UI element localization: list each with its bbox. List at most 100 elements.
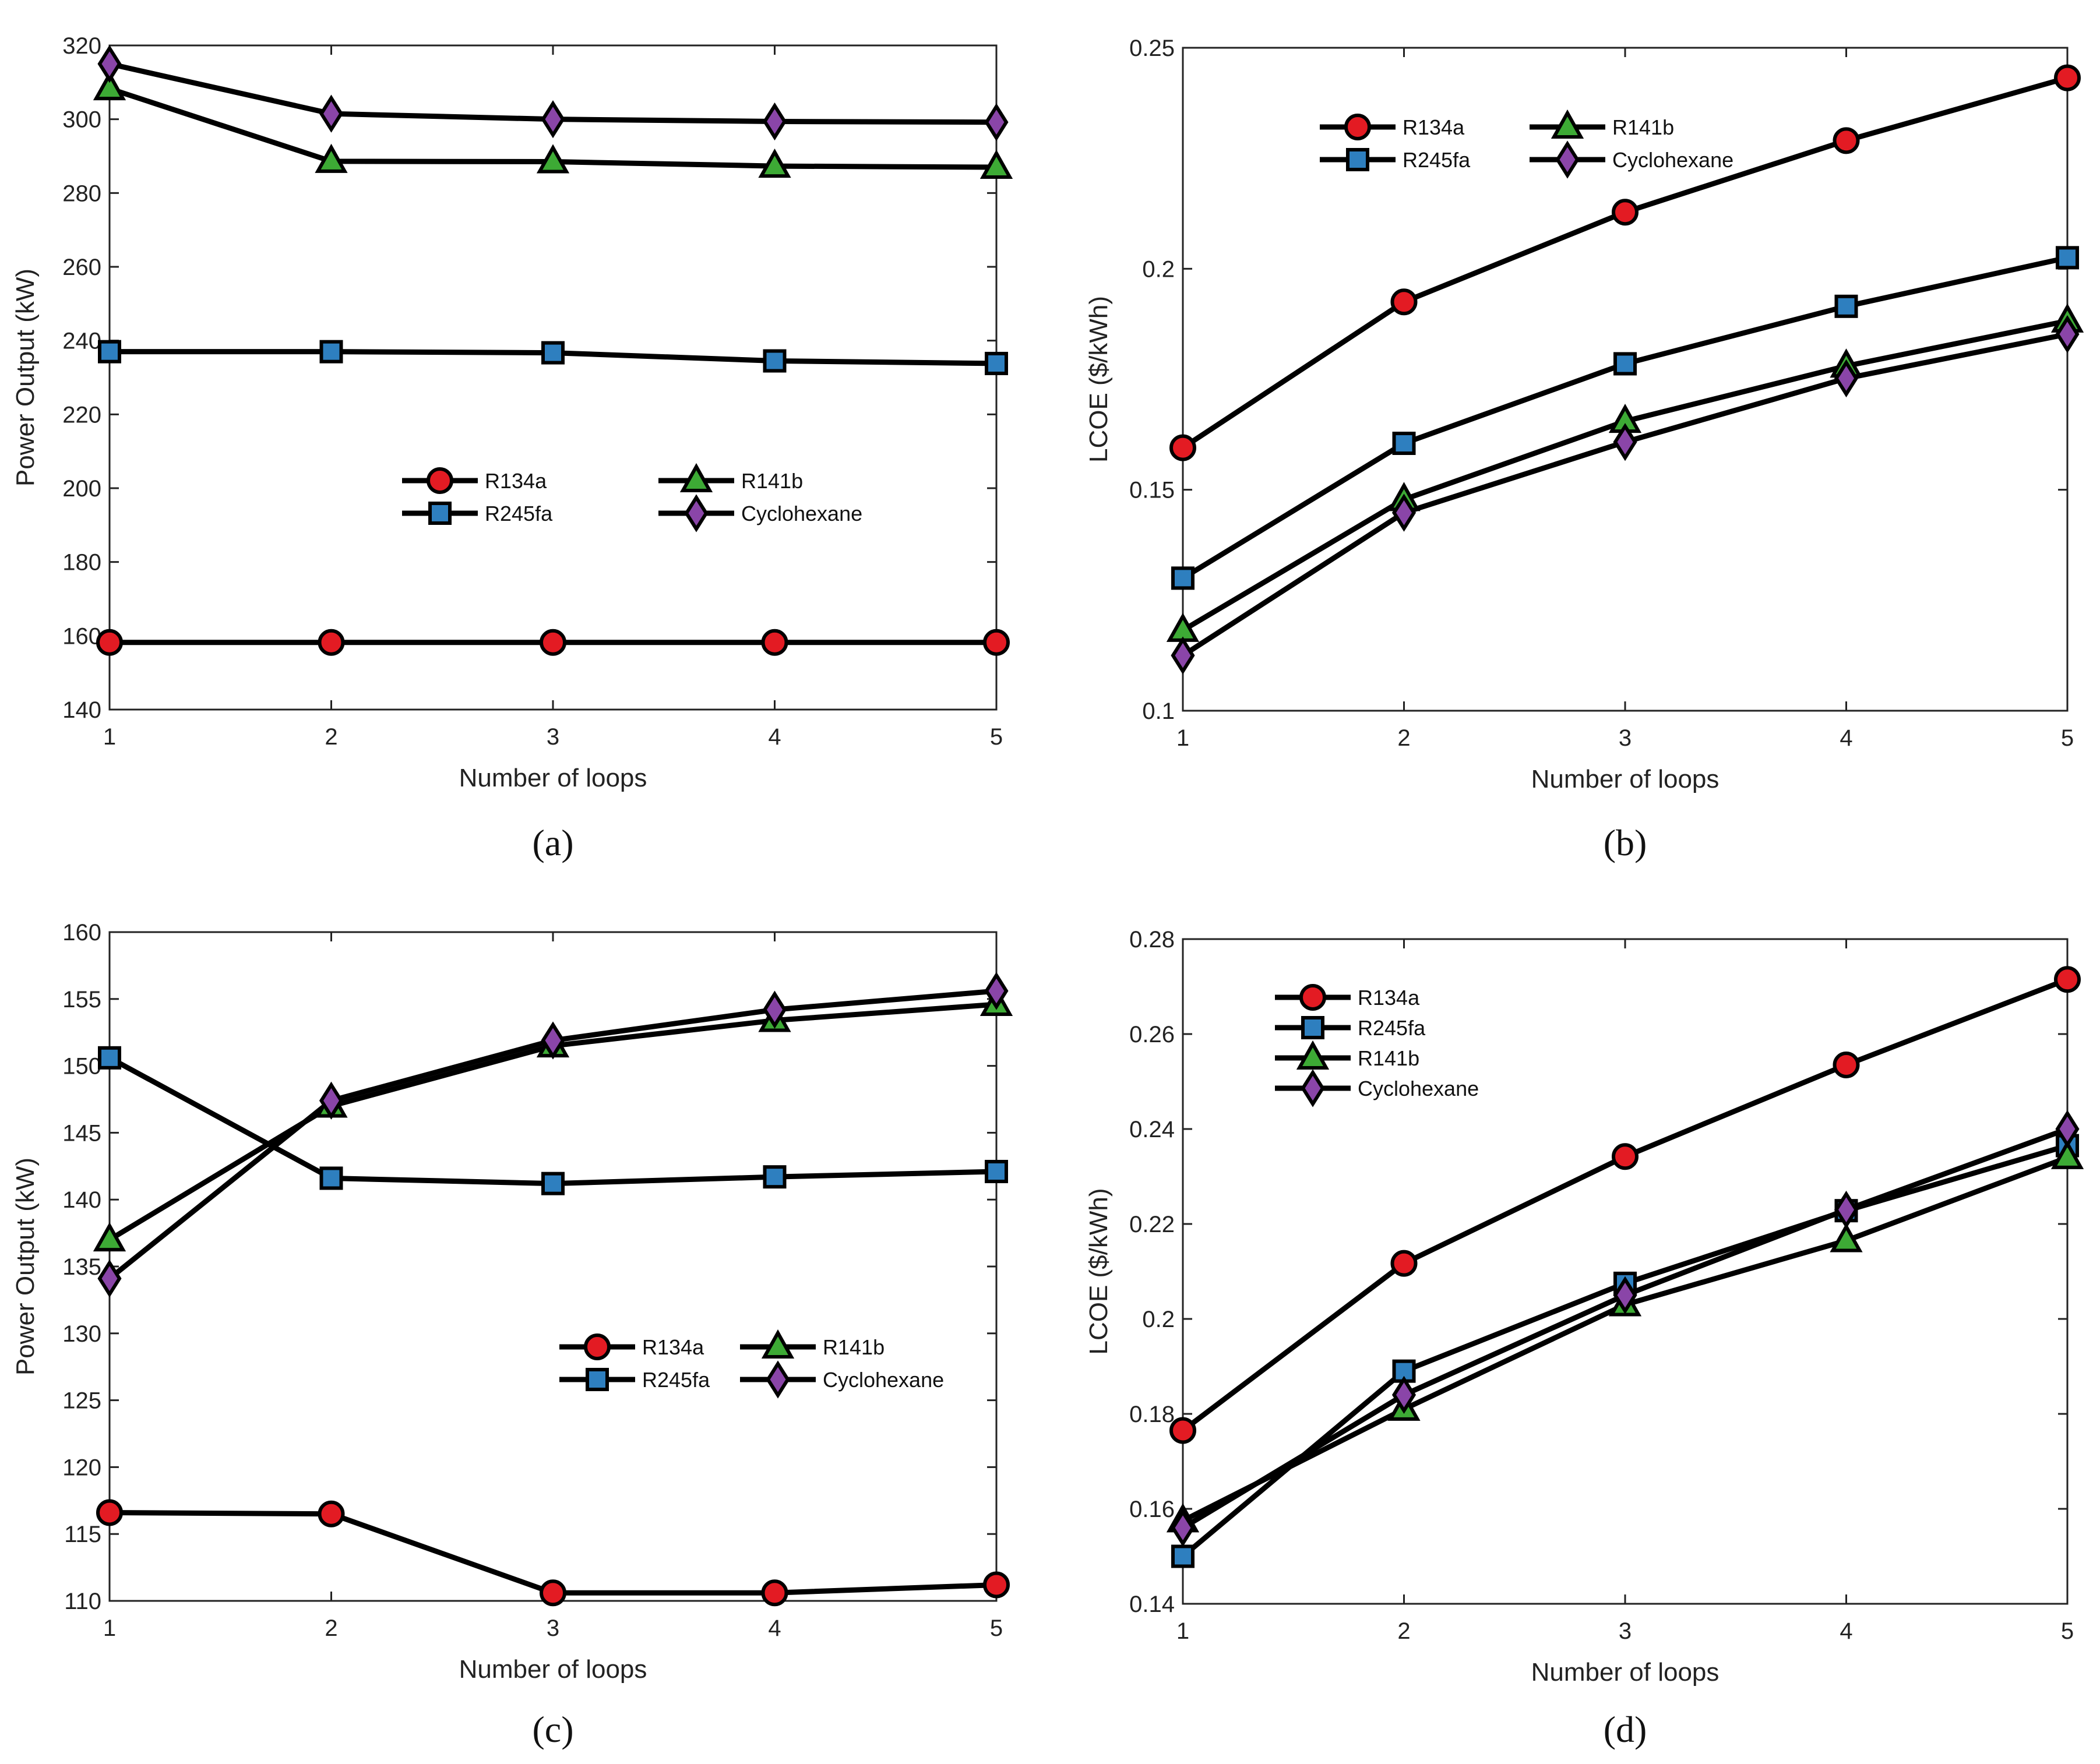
legend-marker-r141b <box>679 463 713 492</box>
y-tick-label: 160 <box>62 920 101 945</box>
data-point-r134a <box>761 1579 788 1607</box>
data-point-r134a <box>761 629 788 656</box>
data-point-cyclohexane <box>97 45 122 83</box>
y-tick-label: 200 <box>62 476 101 502</box>
legend-label-r245fa: R245fa <box>1358 1016 1426 1040</box>
data-point-cyclohexane <box>1171 1508 1195 1547</box>
data-point-cyclohexane <box>2055 315 2080 354</box>
x-tick-label: 2 <box>325 1615 337 1641</box>
data-point-r134a <box>1390 288 1418 316</box>
legend-label-cyclohexane: Cyclohexane <box>1358 1077 1479 1100</box>
y-tick-label: 220 <box>62 402 101 428</box>
y-tick-label: 260 <box>62 255 101 280</box>
legend-marker-r134a <box>427 467 453 494</box>
data-point-cyclohexane <box>984 972 1009 1010</box>
data-point-r134a <box>2054 966 2081 993</box>
legend-marker-r134a <box>1344 114 1371 140</box>
y-axis-title: LCOE ($/kWh) <box>1084 1188 1113 1354</box>
y-tick-label: 0.22 <box>1129 1212 1175 1237</box>
legend-label-cyclohexane: Cyclohexane <box>1612 148 1733 172</box>
data-point-r141b <box>1830 1223 1863 1253</box>
data-point-r134a <box>318 1500 345 1527</box>
data-point-r245fa <box>763 349 787 373</box>
legend-marker-cyclohexane <box>684 494 709 532</box>
data-point-cyclohexane <box>2055 1110 2080 1148</box>
y-tick-label: 0.26 <box>1129 1022 1175 1047</box>
y-tick-label: 155 <box>62 987 101 1012</box>
y-tick-label: 0.2 <box>1142 1307 1175 1332</box>
legend-label-r245fa: R245fa <box>485 502 553 525</box>
x-tick-label: 3 <box>547 1615 559 1641</box>
y-tick-label: 0.25 <box>1129 36 1175 61</box>
data-point-cyclohexane <box>762 102 787 141</box>
data-point-cyclohexane <box>541 1021 565 1060</box>
x-tick-label: 2 <box>325 724 337 750</box>
legend-marker-r141b <box>1551 109 1584 139</box>
data-point-r245fa <box>319 340 343 364</box>
data-point-cyclohexane <box>1613 1276 1637 1314</box>
y-tick-label: 140 <box>62 1187 101 1213</box>
data-point-r134a <box>1833 127 1860 154</box>
data-point-r141b <box>2050 1139 2084 1169</box>
panel-caption: (c) <box>532 1709 573 1750</box>
legend-label-r245fa: R245fa <box>1403 148 1471 172</box>
legend-label-cyclohexane: Cyclohexane <box>741 502 862 525</box>
data-point-r245fa <box>763 1165 787 1189</box>
data-point-r141b <box>979 149 1013 179</box>
y-tick-label: 0.2 <box>1142 256 1175 282</box>
x-tick-label: 3 <box>1619 1618 1632 1644</box>
data-point-r245fa <box>541 1172 565 1195</box>
x-tick-label: 2 <box>1397 725 1410 751</box>
x-tick-label: 1 <box>103 1615 116 1641</box>
data-point-r134a <box>1833 1051 1860 1078</box>
legend-marker-r245fa <box>586 1368 609 1391</box>
panel-caption: (d) <box>1604 1709 1647 1750</box>
legend-label-r141b: R141b <box>1358 1046 1419 1070</box>
y-tick-label: 130 <box>62 1321 101 1347</box>
legend-marker-r134a <box>584 1333 611 1360</box>
data-point-r245fa <box>1834 294 1858 318</box>
x-tick-label: 4 <box>1840 725 1852 751</box>
x-tick-label: 1 <box>1176 725 1189 751</box>
legend-label-r134a: R134a <box>642 1335 704 1359</box>
data-point-r134a <box>983 629 1010 656</box>
data-point-cyclohexane <box>1391 493 1417 532</box>
x-axis-title: Number of loops <box>1531 1658 1720 1687</box>
x-tick-label: 1 <box>1176 1618 1189 1644</box>
y-tick-label: 0.18 <box>1129 1402 1175 1427</box>
data-point-r134a <box>540 1579 566 1607</box>
legend: R134a R141b R245fa Cyclohexane <box>402 463 862 532</box>
y-tick-label: 135 <box>62 1254 101 1280</box>
legend-label-r141b: R141b <box>1612 115 1674 139</box>
data-point-r245fa <box>98 1046 121 1070</box>
data-point-r245fa <box>1171 566 1195 590</box>
x-axis-title: Number of loops <box>459 1655 647 1684</box>
y-tick-label: 0.14 <box>1129 1592 1175 1617</box>
data-point-r245fa <box>98 340 121 364</box>
data-point-r141b <box>536 144 570 174</box>
data-point-cyclohexane <box>1613 423 1637 461</box>
y-tick-label: 120 <box>62 1455 101 1480</box>
y-tick-label: 0.24 <box>1129 1117 1175 1142</box>
data-point-r134a <box>1390 1250 1418 1277</box>
legend-label-r134a: R134a <box>1403 115 1465 139</box>
x-tick-label: 4 <box>768 724 781 750</box>
y-axis-title: Power Output (kW) <box>11 269 40 486</box>
y-tick-label: 110 <box>64 1589 101 1614</box>
data-point-r134a <box>1612 199 1639 226</box>
data-point-r141b <box>93 70 126 101</box>
data-point-cyclohexane <box>1834 359 1859 398</box>
legend: R134a R141b R245fa Cyclohexane <box>559 1329 944 1399</box>
y-tick-label: 0.1 <box>1142 698 1175 724</box>
data-point-r245fa <box>985 351 1008 375</box>
data-point-r245fa <box>1392 432 1416 456</box>
legend-label-r141b: R141b <box>823 1335 885 1359</box>
x-tick-label: 5 <box>2061 1618 2074 1644</box>
data-point-r245fa <box>1613 352 1637 376</box>
chart-panel-b: 1 2 3 4 5 0.1 0.15 0.2 0.25 Number of loops LCOE (… <box>1084 36 2084 863</box>
data-point-cyclohexane <box>319 1081 344 1120</box>
y-tick-label: 150 <box>62 1054 101 1079</box>
x-axis-title: Number of loops <box>459 764 647 792</box>
legend: R134a R245fa R141b Cyclohexane <box>1275 984 1479 1107</box>
data-point-r245fa <box>985 1159 1008 1183</box>
